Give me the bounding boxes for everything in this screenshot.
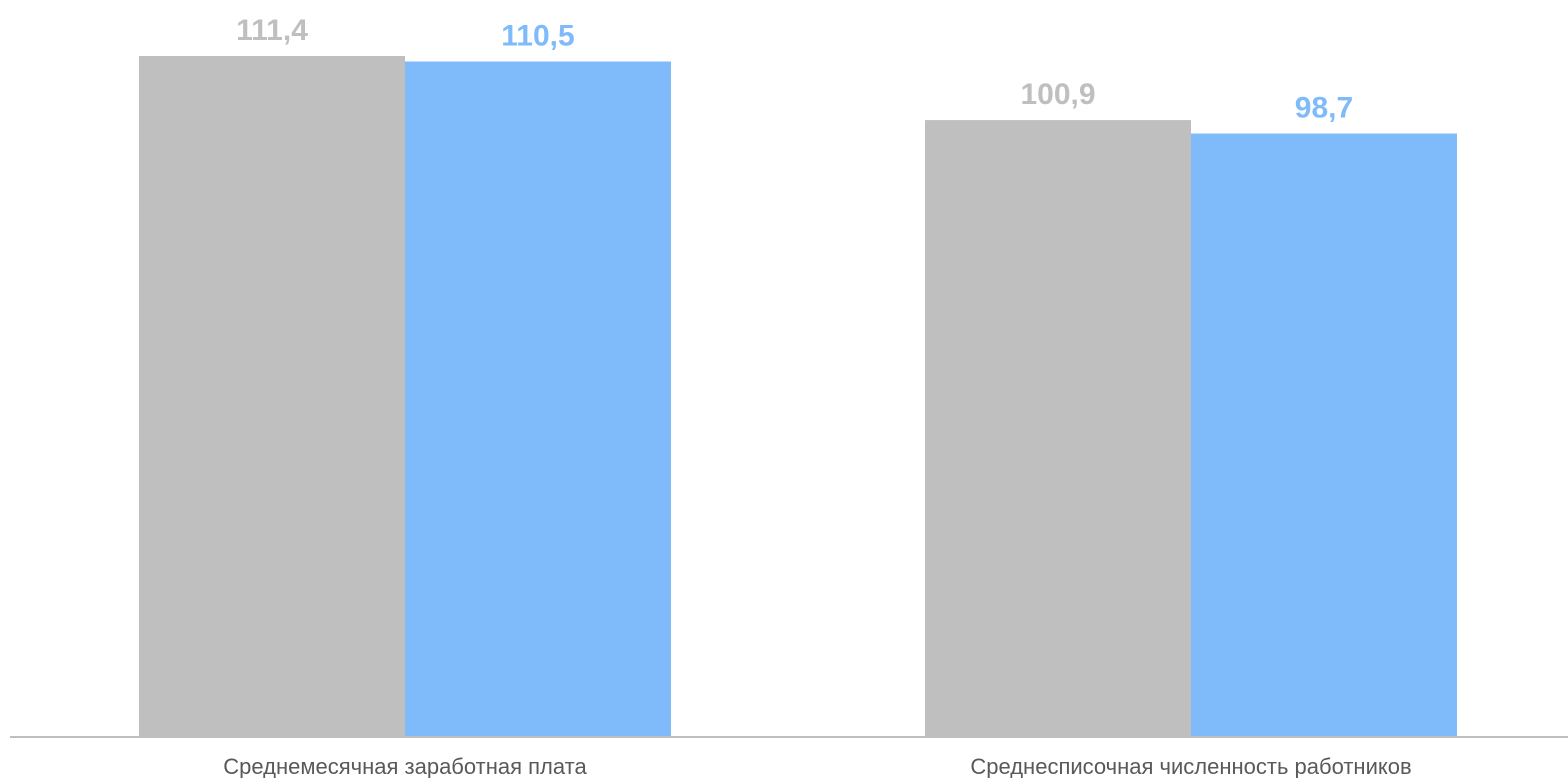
value-label-2-series-1: 100,9 [1020,78,1095,111]
value-label-2-series-2: 98,7 [1295,92,1353,125]
value-label-1-series-1: 111,4 [236,14,308,47]
category-label-1: Среднемесячная заработная плата [223,754,587,778]
bar-1-series-2 [405,61,671,737]
bar-2-series-2 [1191,133,1457,736]
category-labels-layer: Среднемесячная заработная плата Среднеспи… [223,754,1411,778]
value-label-1-series-2: 110,5 [501,19,574,52]
bars-layer [139,56,1457,737]
bar-1-series-1 [139,56,405,736]
value-labels-layer: 111,4 110,5 100,9 98,7 [236,14,1353,125]
category-label-2: Среднесписочная численность работников [970,754,1411,778]
bar-2-series-1 [925,120,1191,736]
